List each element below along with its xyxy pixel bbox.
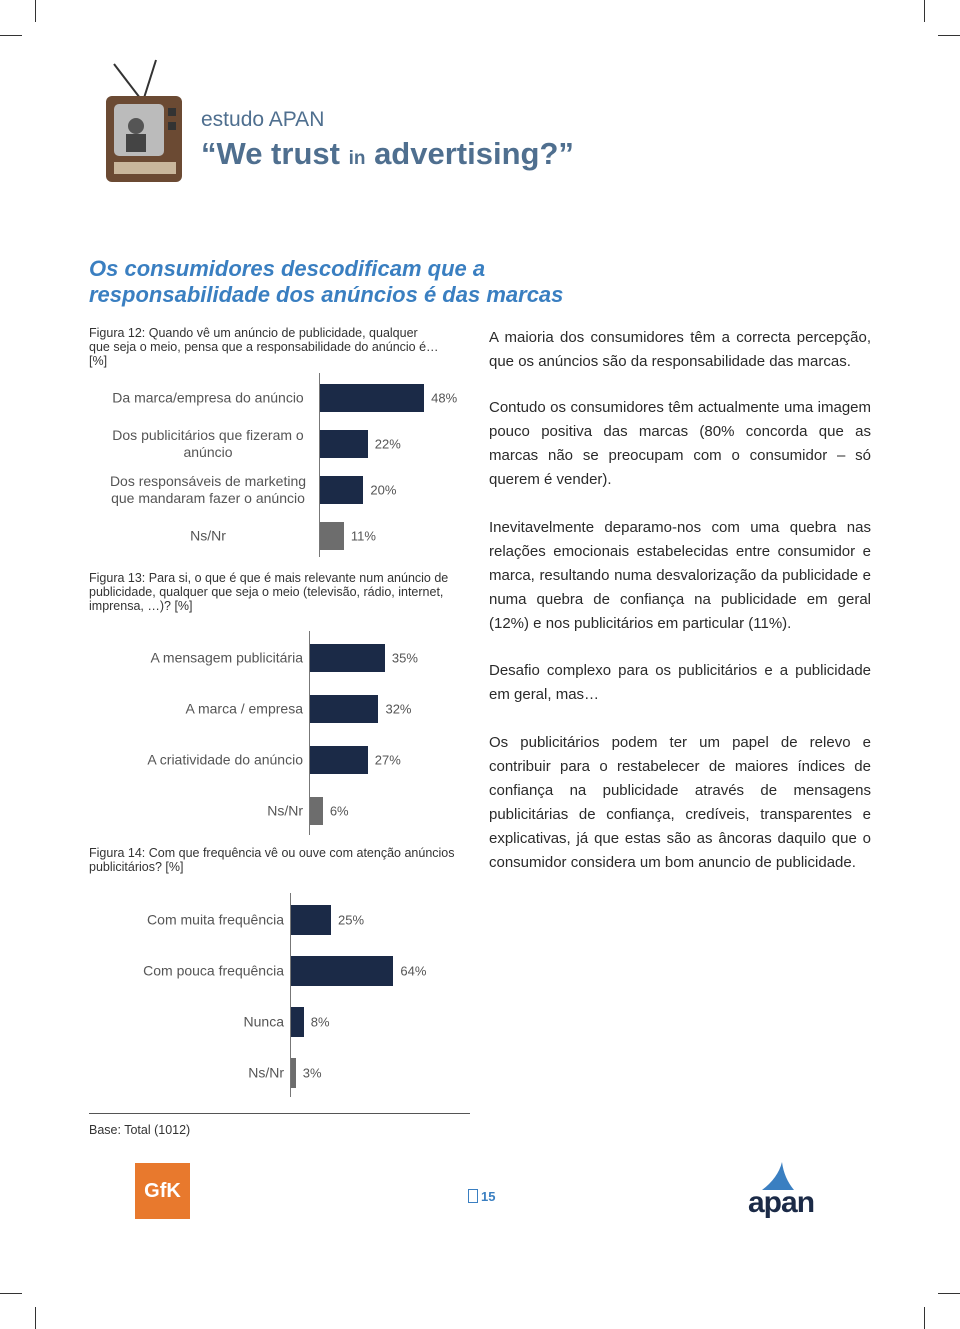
value-label: 20% (370, 482, 397, 498)
value-label: 48% (431, 390, 458, 406)
bar (320, 476, 364, 504)
page-icon (468, 1189, 478, 1203)
bar (291, 956, 394, 986)
crop-mark (938, 35, 960, 36)
category-label: Com muita frequência (147, 911, 284, 928)
category-label: Ns/Nr (267, 802, 303, 819)
bar (320, 522, 344, 550)
category-label: Ns/Nr (248, 1064, 284, 1081)
caption: Figura 12: Quando vê um anúncio de publi… (89, 326, 439, 368)
value-label: 32% (385, 701, 412, 717)
crop-mark (0, 1293, 22, 1294)
apan-logo: apan (748, 1186, 815, 1219)
axis-line (309, 630, 310, 835)
caption: Figura 14: Com que frequência vê ou ouve… (89, 846, 455, 874)
category-label: Ns/Nr (190, 527, 226, 544)
axis-line (319, 373, 320, 557)
bar (310, 746, 368, 774)
crop-mark (938, 1293, 960, 1294)
bar (291, 1007, 304, 1037)
category-label: A criatividade do anúncio (147, 751, 303, 768)
bar (310, 797, 323, 825)
category-label: A mensagem publicitária (150, 649, 303, 666)
value-label: 6% (329, 803, 349, 819)
title-part: in (348, 148, 366, 169)
value-label: 11% (350, 528, 376, 544)
category-label: Dos publicitários que fizeram o anúncio (112, 427, 304, 460)
title-part: advertising?” (365, 136, 574, 171)
paragraph: Desafio complexo para os publicitários e… (489, 662, 871, 703)
category-label: Com pouca frequência (143, 962, 284, 979)
value-label: 22% (374, 436, 401, 452)
page-number: 15 (481, 1189, 496, 1204)
gfk-logo: GfK (135, 1163, 190, 1219)
paragraph: Contudo os consumidores têm actualmente … (489, 399, 871, 488)
bar (320, 384, 425, 412)
crop-mark (0, 35, 22, 36)
bar (310, 695, 379, 723)
paragraph: Inevitavelmente deparamo-nos com uma que… (489, 519, 871, 632)
tv-illustration (106, 59, 182, 182)
bar (291, 1058, 296, 1088)
value-label: 27% (374, 752, 401, 768)
heading-line: responsabilidade dos anúncios é das marc… (89, 282, 564, 307)
heading-line: Os consumidores descodificam que a (89, 256, 486, 281)
value-label: 8% (310, 1014, 330, 1030)
paragraph: A maioria dos consumidores têm a correct… (489, 329, 871, 370)
axis-line (290, 892, 291, 1097)
bar (310, 644, 385, 672)
base-note: Base: Total (1012) (89, 1123, 191, 1137)
crop-mark (924, 0, 925, 22)
paragraph: Os publicitários podem ter um papel de r… (489, 734, 871, 871)
bar (320, 430, 368, 458)
rule (89, 1113, 470, 1114)
category-label: A marca / empresa (185, 700, 304, 717)
title-part: “We trust (201, 136, 349, 171)
apan-mark (762, 1162, 794, 1190)
value-label: 25% (338, 912, 365, 928)
title: “We trust in advertising?” (201, 136, 574, 172)
value-label: 35% (391, 650, 418, 666)
value-label: 3% (302, 1065, 322, 1081)
kicker: estudo APAN (201, 108, 325, 131)
caption: Figura 13: Para si, o que é que é mais r… (89, 571, 449, 613)
category-label: Da marca/empresa do anúncio (112, 389, 304, 406)
crop-mark (924, 1307, 925, 1329)
category-label: Nunca (243, 1013, 284, 1030)
crop-mark (35, 0, 36, 22)
category-label: Dos responsáveis de marketing que mandar… (109, 473, 307, 506)
crop-mark (35, 1307, 36, 1329)
heading: Os consumidores descodificam que a respo… (89, 256, 563, 308)
value-label: 64% (400, 963, 427, 979)
bar (291, 905, 331, 935)
